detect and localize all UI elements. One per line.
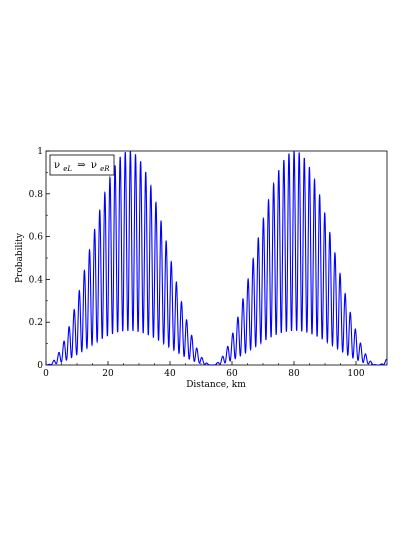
legend-from-subscript: eL: [63, 165, 72, 173]
x-tick-label: 40: [164, 369, 176, 379]
x-tick-label: 100: [347, 369, 364, 379]
x-tick-label: 20: [102, 369, 114, 379]
x-tick-label: 0: [43, 369, 49, 379]
legend-arrow: ⇒: [77, 160, 86, 171]
legend-to-symbol: ν: [91, 160, 97, 171]
x-tick-label: 60: [226, 369, 238, 379]
svg-text:ν eL ⇒ ν: ν eL ⇒ ν eR: [54, 160, 110, 174]
y-tick-label: 1: [37, 147, 43, 157]
legend-to-subscript: eR: [100, 165, 110, 173]
probability-series-line: [46, 150, 388, 366]
legend: ν eL ⇒ ν eR: [49, 154, 115, 176]
y-tick-label: 0.6: [29, 233, 44, 243]
y-tick-label: 0.8: [29, 190, 44, 200]
x-axis-ticks: 0 20 40 60 80 100: [43, 361, 388, 379]
x-axis-label: Distance, km: [186, 380, 246, 390]
legend-box: [49, 154, 115, 176]
legend-from-symbol: ν: [54, 160, 60, 171]
y-tick-label: 0: [37, 361, 43, 371]
y-axis-ticks: 0 0.2 0.4 0.6 0.8 1: [29, 147, 50, 371]
y-tick-label: 0.4: [29, 275, 44, 285]
y-axis-label: Probability: [15, 232, 25, 283]
x-tick-label: 80: [288, 369, 300, 379]
y-tick-label: 0.2: [29, 318, 43, 328]
